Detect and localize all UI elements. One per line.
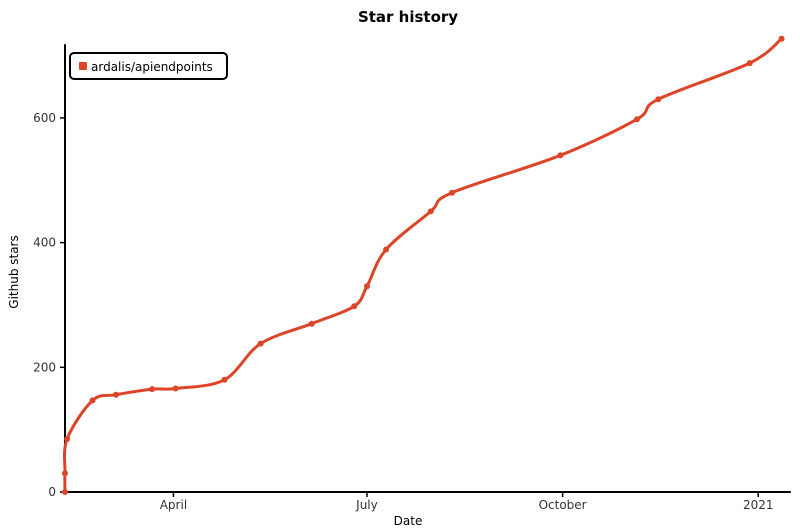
data-point [62, 470, 68, 477]
x-axis-line [63, 491, 791, 494]
legend: ardalis/apiendpoints [69, 52, 228, 80]
data-point [64, 436, 71, 442]
x-tick-label: April [160, 498, 187, 512]
data-point [383, 246, 390, 253]
x-axis-ticks: April July October 2021 [160, 492, 774, 512]
legend-swatch [79, 62, 87, 70]
y-tick-label: 200 [33, 360, 56, 374]
y-axis-ticks: 0 200 400 600 [33, 111, 65, 499]
y-tick-label: 600 [33, 111, 56, 125]
data-point [221, 376, 228, 383]
y-axis-line [64, 44, 67, 494]
y-axis-label: Github stars [7, 235, 21, 308]
y-tick-label: 0 [48, 485, 56, 499]
legend-label: ardalis/apiendpoints [91, 60, 213, 74]
data-point [257, 340, 264, 347]
series-line [62, 37, 784, 494]
data-point [149, 386, 156, 393]
legend-box [69, 52, 228, 80]
x-tick-label: July [355, 498, 378, 512]
data-point [113, 391, 119, 398]
data-point [308, 320, 315, 327]
y-tick-label: 400 [33, 236, 56, 250]
x-tick-label: 2021 [743, 498, 774, 512]
data-point [634, 116, 640, 123]
data-point [655, 96, 662, 103]
x-axis-label: Date [394, 514, 423, 528]
axes [63, 44, 791, 494]
data-point [89, 397, 96, 404]
data-point [746, 60, 753, 67]
data-point [557, 152, 564, 159]
data-point [427, 208, 434, 215]
data-point [351, 303, 358, 310]
data-point [778, 35, 785, 42]
x-tick-label: October [539, 498, 587, 512]
data-point [364, 283, 370, 290]
series-group [62, 35, 785, 495]
data-point [449, 189, 455, 196]
chart-title: Star history [358, 8, 458, 26]
data-point [62, 489, 68, 495]
data-point [172, 385, 179, 392]
